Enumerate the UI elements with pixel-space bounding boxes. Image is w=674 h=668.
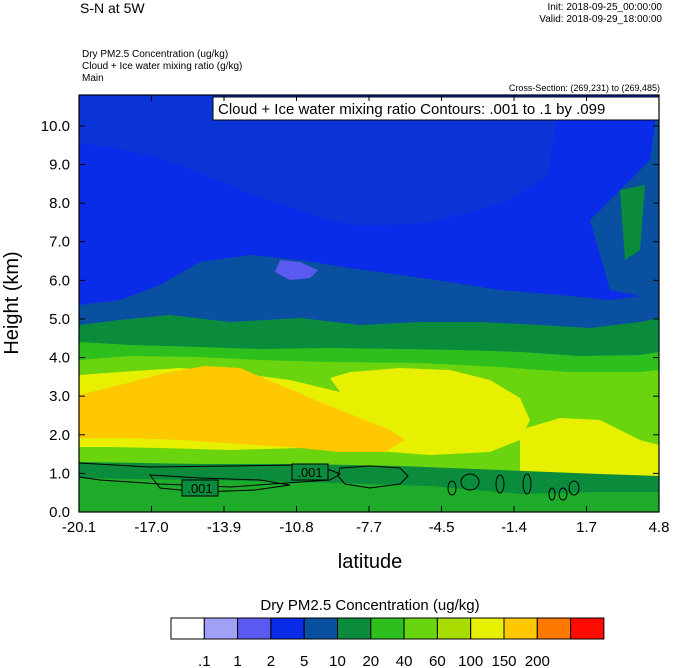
x-tick-label: 1.7	[576, 519, 597, 536]
colorbar-label: 10	[329, 653, 346, 668]
colorbar-title: Dry PM2.5 Concentration (ug/kg)	[260, 597, 480, 614]
field-description-main: Main	[82, 73, 104, 84]
contour-line-4	[460, 473, 480, 491]
x-tick-label: -4.5	[429, 519, 455, 536]
page-title: S-N at 5W	[80, 0, 145, 16]
colorbar-label: 150	[491, 653, 516, 668]
valid-time: Valid: 2018-09-29_18:00:00	[539, 14, 662, 25]
orange-plume	[79, 366, 405, 452]
colorbar-label: 40	[396, 653, 413, 668]
pale-blue-patch	[275, 260, 318, 280]
contour-line-1	[78, 462, 342, 488]
x-tick-label: -10.8	[279, 519, 313, 536]
colorbar-swatch	[403, 617, 438, 640]
colorbar-label: 20	[362, 653, 379, 668]
colorbar-label: 60	[429, 653, 446, 668]
heatmap-field	[79, 95, 659, 512]
colorbar	[170, 617, 605, 640]
y-axis: 0.0 1.0 2.0 3.0 4.0 5.0 6.0 7.0 8.0 9.0 10.0	[41, 118, 659, 521]
colorbar-swatch	[470, 617, 505, 640]
colorbar-swatch	[270, 617, 305, 640]
x-tick-label: -1.4	[501, 519, 527, 536]
contour-label: .001	[297, 465, 322, 480]
init-time: Init: 2018-09-25_00:00:00	[547, 2, 662, 13]
y-tick-label: 4.0	[49, 350, 70, 367]
contour-label-box	[291, 463, 329, 481]
y-axis-label: Height (km)	[1, 251, 23, 354]
y-tick-label: 10.0	[41, 118, 70, 135]
contour-line-9	[568, 480, 580, 496]
colorbar-labels: .1 1 2 5 10 20 40 60 100 150 200	[198, 653, 550, 668]
colorbar-label: 100	[458, 653, 483, 668]
x-tick-label: -7.7	[356, 519, 382, 536]
y-tick-label: 7.0	[49, 234, 70, 251]
contour-line-7	[548, 487, 556, 501]
field-description-cloud: Cloud + Ice water mixing ratio (g/kg)	[82, 61, 243, 72]
contour-line-10	[447, 480, 457, 496]
colorbar-swatch	[237, 617, 272, 640]
field-description-pm25: Dry PM2.5 Concentration (ug/kg)	[82, 49, 229, 60]
x-axis: -20.1 -17.0 -13.9 -10.8 -7.7 -4.5 -1.4 1.7 4.8	[62, 95, 670, 536]
colorbar-swatch	[303, 617, 339, 640]
upper-variation	[79, 95, 560, 225]
contour-line-6	[522, 473, 532, 495]
contour-info-text: Cloud + Ice water mixing ratio Contours:…	[218, 101, 605, 118]
y-tick-label: 9.0	[49, 157, 70, 174]
x-tick-label: -13.9	[207, 519, 241, 536]
colorbar-swatch	[370, 617, 405, 640]
colorbar-label: 2	[267, 653, 275, 668]
right-green-tongue	[620, 185, 645, 260]
cross-section-label: Cross-Section: (269,231) to (269,485)	[508, 83, 660, 93]
contour-line-8	[558, 487, 568, 501]
y-tick-label: 6.0	[49, 272, 70, 289]
contour-lines	[78, 462, 580, 501]
y-tick-label: 0.0	[49, 504, 70, 521]
y-tick-label: 2.0	[49, 427, 70, 444]
y-tick-label: 3.0	[49, 388, 70, 405]
y-tick-label: 8.0	[49, 195, 70, 212]
colorbar-label: 5	[300, 653, 308, 668]
contour-line-2	[148, 474, 291, 493]
colorbar-swatch	[170, 617, 205, 640]
colorbar-label: 1	[233, 653, 241, 668]
y-tick-label: 5.0	[49, 311, 70, 328]
x-tick-label: -20.1	[62, 519, 96, 536]
x-axis-label: latitude	[338, 551, 403, 573]
y-tick-label: 1.0	[49, 465, 70, 482]
contour-line-3	[337, 465, 409, 489]
colorbar-swatch	[203, 617, 239, 640]
colorbar-label: 200	[525, 653, 550, 668]
x-tick-label: 4.8	[649, 519, 670, 536]
colorbar-swatch	[536, 617, 572, 640]
colorbar-label: .1	[198, 653, 211, 668]
contour-label: .001	[187, 481, 212, 496]
contour-label-box	[181, 479, 219, 497]
colorbar-swatch	[436, 617, 472, 640]
colorbar-swatch	[337, 617, 372, 640]
colorbar-swatch	[570, 617, 605, 640]
contour-line-5	[495, 474, 505, 494]
contour-info-box: Cloud + Ice water mixing ratio Contours:…	[212, 96, 660, 121]
contour-labels: .001 .001	[181, 463, 329, 497]
x-tick-label: -17.0	[134, 519, 168, 536]
colorbar-swatch	[503, 617, 538, 640]
